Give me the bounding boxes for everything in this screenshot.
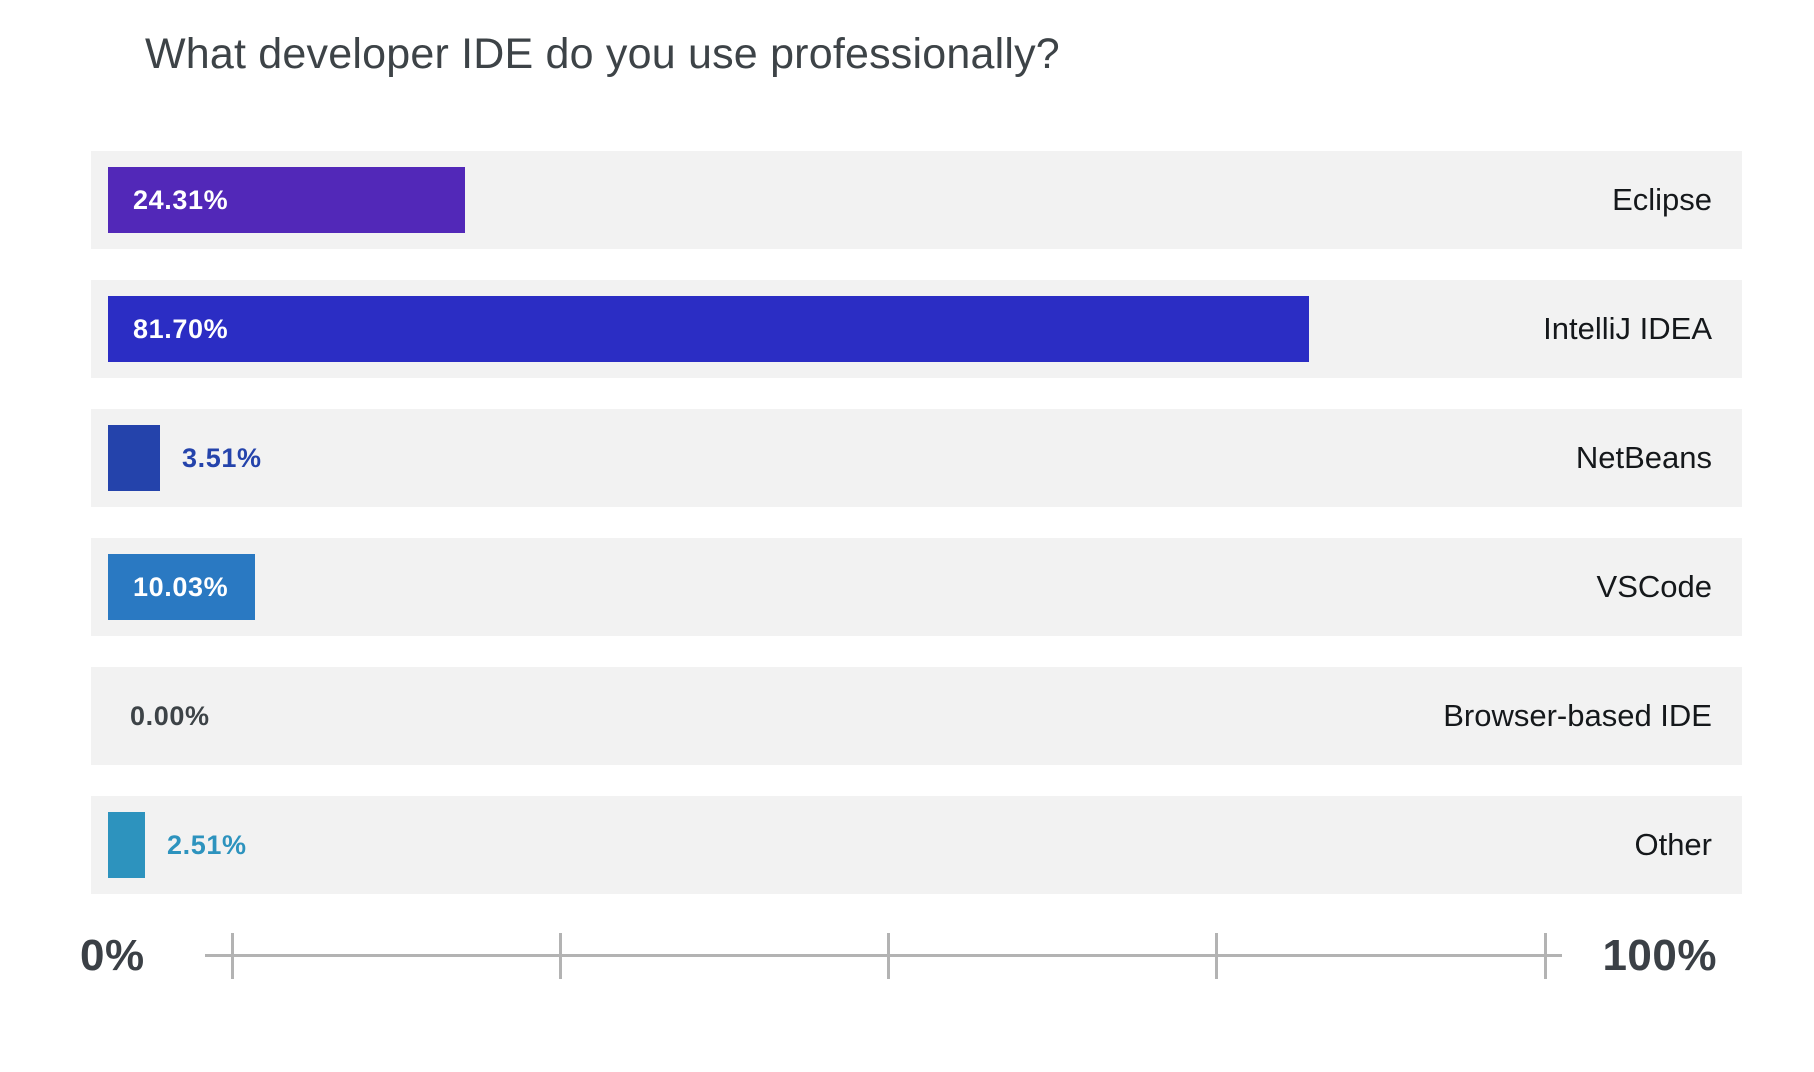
- value-label: 24.31%: [133, 185, 229, 215]
- axis-tick: [1543, 933, 1547, 979]
- category-label: NetBeans: [1575, 440, 1712, 475]
- category-label: VSCode: [1596, 569, 1712, 604]
- bar-row: 2.51% Other: [91, 796, 1742, 894]
- bar-row: 0.00% Browser-based IDE: [91, 667, 1742, 765]
- axis-tick: [558, 933, 562, 979]
- value-label: 0.00%: [130, 701, 210, 731]
- bar: [108, 167, 465, 233]
- x-axis: 0% 100%: [80, 928, 1717, 984]
- bar: [108, 296, 1309, 362]
- bar-row: 24.31% Eclipse: [91, 151, 1742, 249]
- bar: [108, 554, 255, 620]
- axis-line-wrap: [204, 932, 1563, 980]
- axis-max-label: 100%: [1602, 931, 1717, 980]
- value-label: 81.70%: [133, 314, 229, 344]
- bar-row: 3.51% NetBeans: [91, 409, 1742, 507]
- bar-rows: 24.31% Eclipse 81.70% IntelliJ IDEA 3.51…: [91, 151, 1742, 925]
- value-label: 2.51%: [167, 830, 247, 860]
- value-label: 3.51%: [182, 443, 262, 473]
- bar-row: 10.03% VSCode: [91, 538, 1742, 636]
- axis-tick: [1214, 933, 1218, 979]
- bar: [108, 425, 160, 491]
- value-label: 10.03%: [133, 572, 229, 602]
- axis-line: [204, 954, 1563, 957]
- category-label: IntelliJ IDEA: [1543, 311, 1712, 346]
- bar: [108, 812, 145, 878]
- category-label: Eclipse: [1612, 182, 1712, 217]
- category-label: Browser-based IDE: [1443, 698, 1712, 733]
- axis-min-label: 0%: [80, 931, 145, 980]
- bar-row: 81.70% IntelliJ IDEA: [91, 280, 1742, 378]
- chart-title: What developer IDE do you use profession…: [145, 30, 1060, 78]
- axis-tick: [886, 933, 890, 979]
- axis-tick: [230, 933, 234, 979]
- category-label: Other: [1634, 827, 1712, 862]
